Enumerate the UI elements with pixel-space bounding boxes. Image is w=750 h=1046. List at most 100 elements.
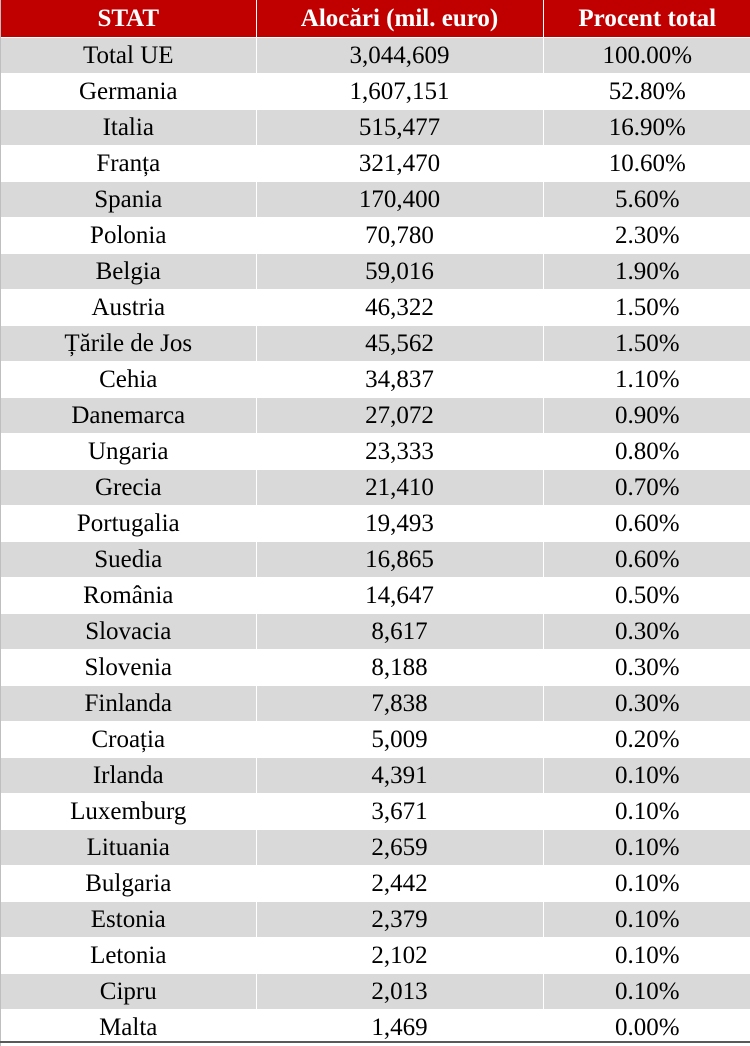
header-stat[interactable]: STAT — [1, 0, 257, 38]
cell-percent[interactable]: 0.10% — [543, 973, 750, 1010]
cell-country[interactable]: Ungaria — [1, 433, 257, 470]
cell-country[interactable]: Țările de Jos — [1, 325, 257, 362]
cell-percent[interactable]: 1.50% — [543, 289, 750, 326]
cell-country[interactable]: Spania — [1, 181, 257, 218]
cell-percent[interactable]: 0.10% — [543, 757, 750, 794]
table-row: Estonia 2,379 0.10% — [1, 901, 750, 938]
cell-allocation[interactable]: 70,780 — [256, 217, 544, 254]
cell-percent[interactable]: 0.10% — [543, 865, 750, 902]
cell-country[interactable]: Grecia — [1, 469, 257, 506]
cell-country[interactable]: Belgia — [1, 253, 257, 290]
cell-allocation[interactable]: 45,562 — [256, 325, 544, 362]
table-row: Cehia 34,837 1.10% — [1, 361, 750, 398]
cell-allocation[interactable]: 4,391 — [256, 757, 544, 794]
cell-percent[interactable]: 100.00% — [543, 37, 750, 74]
cell-country[interactable]: Estonia — [1, 901, 257, 938]
cell-allocation[interactable]: 8,617 — [256, 613, 544, 650]
cell-allocation[interactable]: 2,379 — [256, 901, 544, 938]
cell-percent[interactable]: 0.10% — [543, 937, 750, 974]
cell-percent[interactable]: 10.60% — [543, 145, 750, 182]
cell-allocation[interactable]: 3,671 — [256, 793, 544, 830]
cell-country[interactable]: Finlanda — [1, 685, 257, 722]
table-row: Finlanda 7,838 0.30% — [1, 685, 750, 722]
cell-allocation[interactable]: 21,410 — [256, 469, 544, 506]
cell-percent[interactable]: 0.70% — [543, 469, 750, 506]
cell-country[interactable]: Italia — [1, 109, 257, 146]
header-row: STAT Alocări (mil. euro) Procent total — [1, 0, 750, 38]
table-row: Belgia 59,016 1.90% — [1, 253, 750, 290]
table-row: Malta 1,469 0.00% — [1, 1009, 750, 1046]
cell-country[interactable]: Polonia — [1, 217, 257, 254]
cell-country[interactable]: Bulgaria — [1, 865, 257, 902]
header-percent[interactable]: Procent total — [543, 0, 750, 38]
cell-percent[interactable]: 5.60% — [543, 181, 750, 218]
cell-allocation[interactable]: 2,013 — [256, 973, 544, 1010]
cell-country[interactable]: Irlanda — [1, 757, 257, 794]
cell-allocation[interactable]: 19,493 — [256, 505, 544, 542]
cell-allocation[interactable]: 1,469 — [256, 1009, 544, 1046]
cell-percent[interactable]: 0.30% — [543, 649, 750, 686]
cell-country[interactable]: Cehia — [1, 361, 257, 398]
cell-percent[interactable]: 0.00% — [543, 1009, 750, 1046]
cell-allocation[interactable]: 3,044,609 — [256, 37, 544, 74]
cell-percent[interactable]: 0.60% — [543, 541, 750, 578]
cell-allocation[interactable]: 16,865 — [256, 541, 544, 578]
cell-percent[interactable]: 1.90% — [543, 253, 750, 290]
table-row: Lituania 2,659 0.10% — [1, 829, 750, 866]
cell-percent[interactable]: 0.60% — [543, 505, 750, 542]
cell-allocation[interactable]: 7,838 — [256, 685, 544, 722]
table-row: Slovenia 8,188 0.30% — [1, 649, 750, 686]
cell-percent[interactable]: 0.50% — [543, 577, 750, 614]
cell-allocation[interactable]: 515,477 — [256, 109, 544, 146]
cell-allocation[interactable]: 2,659 — [256, 829, 544, 866]
cell-country[interactable]: Danemarca — [1, 397, 257, 434]
cell-country[interactable]: Luxemburg — [1, 793, 257, 830]
cell-percent[interactable]: 0.20% — [543, 721, 750, 758]
table-row: Franța 321,470 10.60% — [1, 145, 750, 182]
cell-country[interactable]: Portugalia — [1, 505, 257, 542]
cell-allocation[interactable]: 5,009 — [256, 721, 544, 758]
cell-country[interactable]: Slovenia — [1, 649, 257, 686]
cell-country[interactable]: Slovacia — [1, 613, 257, 650]
header-allocations[interactable]: Alocări (mil. euro) — [256, 0, 544, 38]
cell-country[interactable]: Letonia — [1, 937, 257, 974]
table-row: Luxemburg 3,671 0.10% — [1, 793, 750, 830]
cell-allocation[interactable]: 14,647 — [256, 577, 544, 614]
cell-allocation[interactable]: 2,442 — [256, 865, 544, 902]
cell-allocation[interactable]: 59,016 — [256, 253, 544, 290]
cell-percent[interactable]: 0.10% — [543, 901, 750, 938]
cell-country[interactable]: Franța — [1, 145, 257, 182]
table-row: Țările de Jos 45,562 1.50% — [1, 325, 750, 362]
cell-allocation[interactable]: 34,837 — [256, 361, 544, 398]
cell-percent[interactable]: 16.90% — [543, 109, 750, 146]
cell-country[interactable]: Austria — [1, 289, 257, 326]
cell-allocation[interactable]: 170,400 — [256, 181, 544, 218]
cell-country[interactable]: Germania — [1, 73, 257, 110]
cell-percent[interactable]: 52.80% — [543, 73, 750, 110]
cell-country[interactable]: Lituania — [1, 829, 257, 866]
cell-allocation[interactable]: 321,470 — [256, 145, 544, 182]
cell-allocation[interactable]: 27,072 — [256, 397, 544, 434]
cell-allocation[interactable]: 8,188 — [256, 649, 544, 686]
cell-allocation[interactable]: 2,102 — [256, 937, 544, 974]
cell-percent[interactable]: 0.10% — [543, 793, 750, 830]
cell-allocation[interactable]: 23,333 — [256, 433, 544, 470]
cell-country[interactable]: România — [1, 577, 257, 614]
cell-percent[interactable]: 0.10% — [543, 829, 750, 866]
cell-percent[interactable]: 2.30% — [543, 217, 750, 254]
table-row: Danemarca 27,072 0.90% — [1, 397, 750, 434]
table-row: Letonia 2,102 0.10% — [1, 937, 750, 974]
cell-country[interactable]: Croația — [1, 721, 257, 758]
cell-country[interactable]: Malta — [1, 1009, 257, 1046]
cell-allocation[interactable]: 1,607,151 — [256, 73, 544, 110]
cell-country[interactable]: Suedia — [1, 541, 257, 578]
cell-percent[interactable]: 0.30% — [543, 685, 750, 722]
cell-percent[interactable]: 0.30% — [543, 613, 750, 650]
cell-percent[interactable]: 0.90% — [543, 397, 750, 434]
cell-percent[interactable]: 1.50% — [543, 325, 750, 362]
cell-percent[interactable]: 1.10% — [543, 361, 750, 398]
cell-country[interactable]: Cipru — [1, 973, 257, 1010]
cell-percent[interactable]: 0.80% — [543, 433, 750, 470]
cell-allocation[interactable]: 46,322 — [256, 289, 544, 326]
cell-country[interactable]: Total UE — [1, 37, 257, 74]
